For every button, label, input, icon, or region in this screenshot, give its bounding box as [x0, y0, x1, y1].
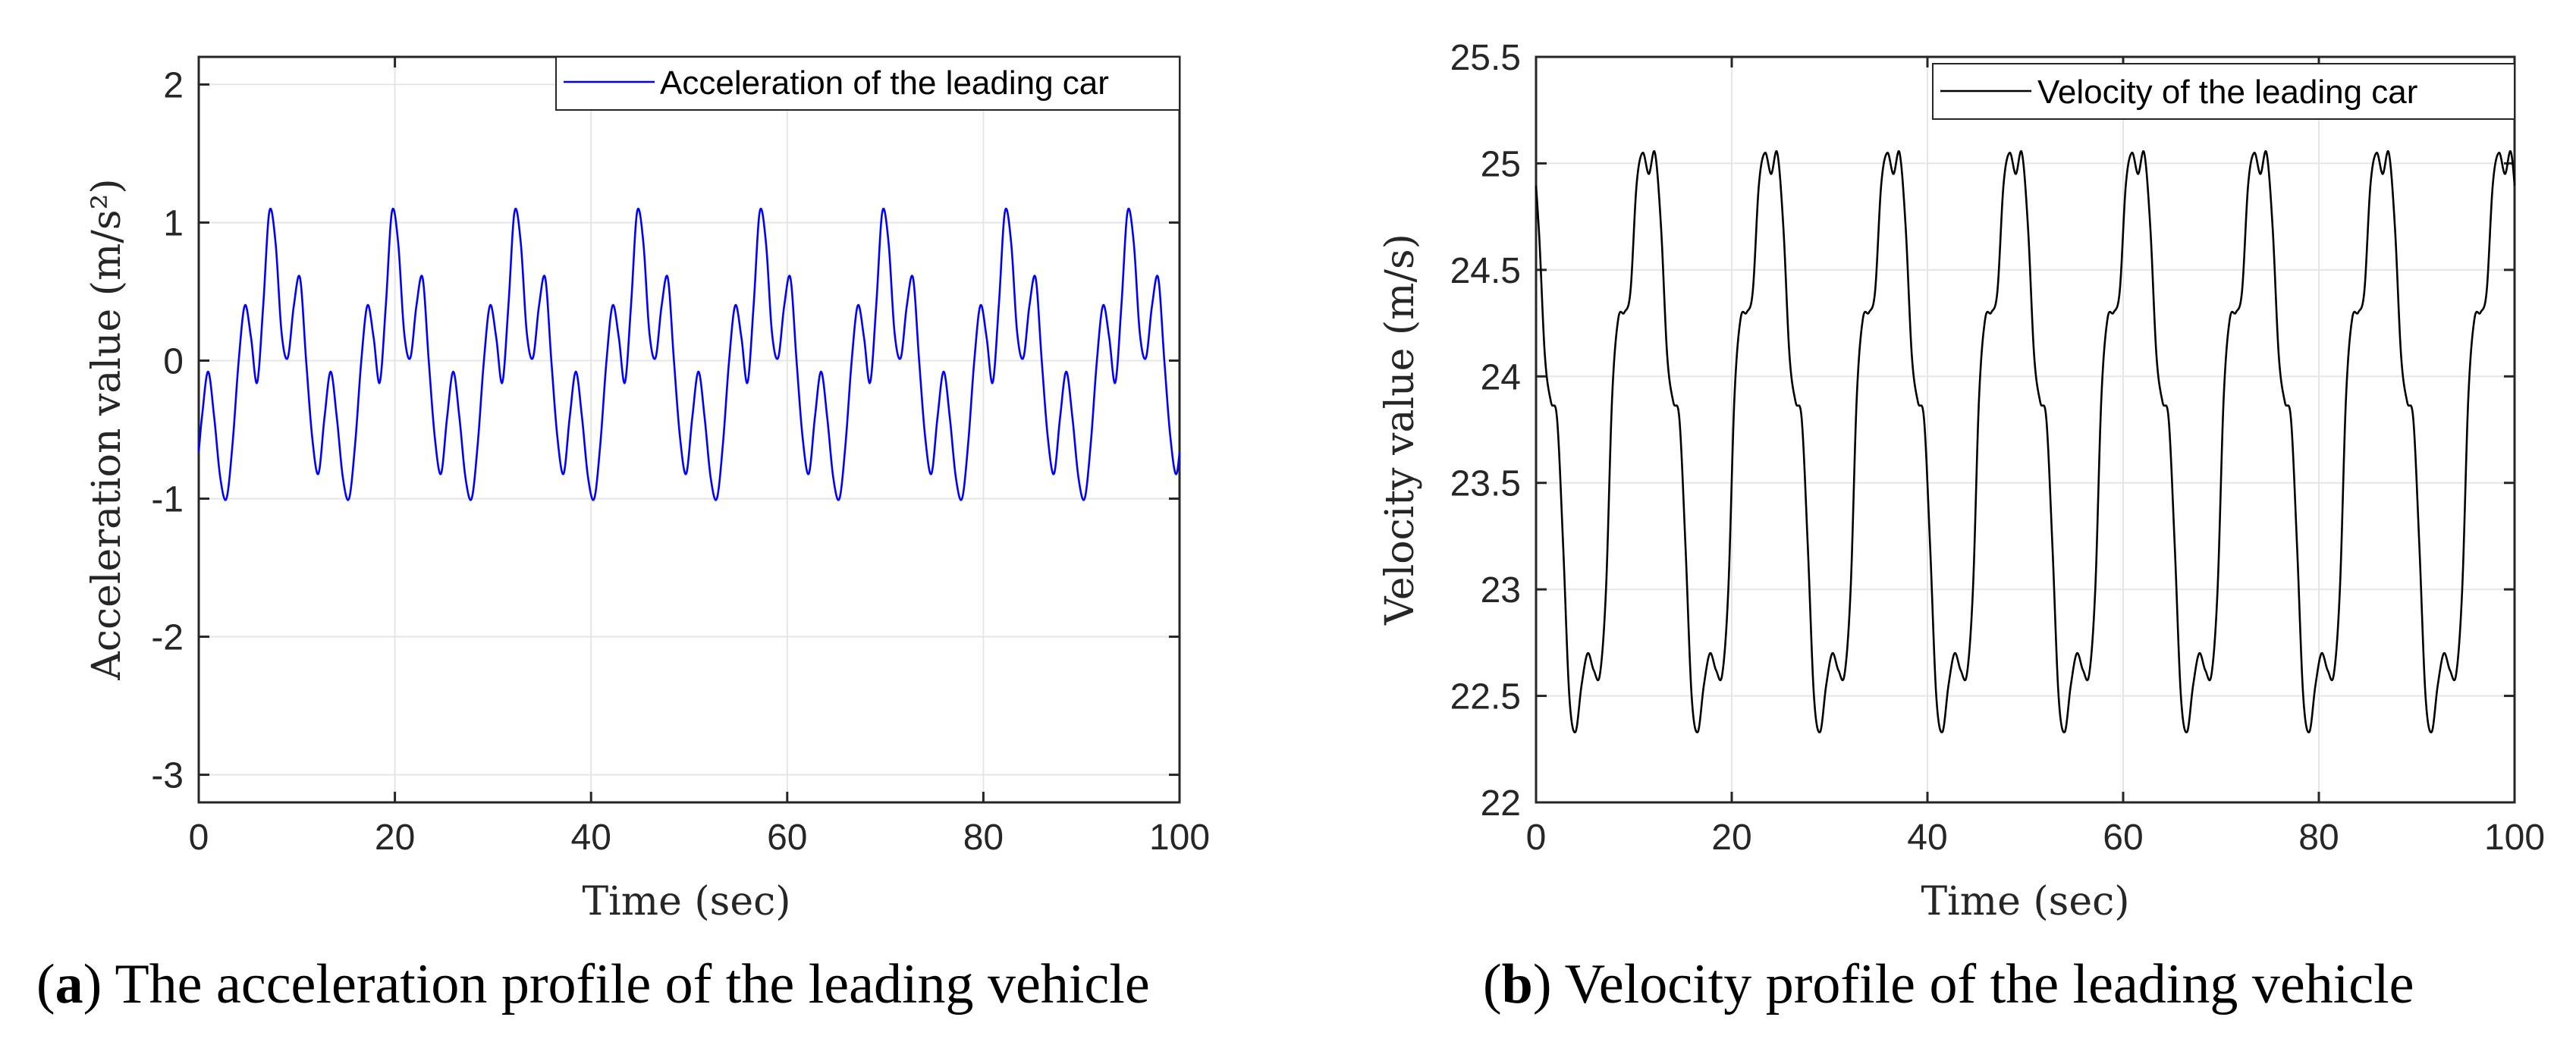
ticks-a [197, 57, 1181, 802]
y-tick-label-b: 24 [1481, 357, 1521, 397]
x-tick-label-a: 40 [571, 818, 611, 858]
caption-b: (b) Velocity profile of the leading vehi… [1483, 953, 2414, 1015]
x-tick-label-a: 20 [375, 818, 415, 858]
y-tick-label-b: 23 [1481, 570, 1521, 611]
x-tick-label-a: 0 [189, 818, 209, 858]
x-tick-label-b: 100 [2484, 818, 2545, 858]
y-tick-label-b: 25.5 [1450, 38, 1521, 78]
x-tick-label-b: 40 [1907, 818, 1947, 858]
x-tick-label-a: 100 [1149, 818, 1210, 858]
y-tick-label-a: 2 [163, 65, 184, 105]
caption-b-letter: b [1502, 953, 1533, 1015]
y-tick-label-a: -1 [151, 480, 184, 520]
y-tick-label-a: 1 [163, 203, 184, 243]
x-tick-label-a: 80 [963, 818, 1004, 858]
x-tick-label-b: 20 [1711, 818, 1751, 858]
y-tick-label-a: -3 [151, 756, 184, 796]
plot-frame-a [197, 55, 1181, 804]
caption-b-text: Velocity profile of the leading vehicle [1551, 953, 2414, 1015]
x-axis-label-a: Time (sec) [582, 879, 790, 924]
x-tick-label-b: 0 [1526, 818, 1547, 858]
grid-b [1535, 56, 2515, 803]
series-line-acceleration [197, 207, 1181, 501]
y-tick-label-a: 0 [163, 341, 184, 381]
x-tick-label-b: 60 [2103, 818, 2143, 858]
series-line-velocity [1535, 150, 2516, 733]
tick-labels-b: 0 20 40 60 80 100 25.5 25 24.5 24 23.5 23 22.5 22 [1450, 38, 2545, 858]
legend-label-velocity: Velocity of the leading car [2037, 74, 2417, 111]
caption-a: (a) The acceleration profile of the lead… [36, 953, 1150, 1015]
caption-a-text: The acceleration profile of the leading … [102, 953, 1149, 1015]
y-axis-label-a: Acceleration value (m/s²) [84, 178, 130, 680]
series-path-velocity [1535, 150, 2516, 733]
panel-b: 0 20 40 60 80 100 25.5 25 24.5 24 23.5 23 22.5 22 Vel… [1378, 38, 2545, 1015]
x-tick-label-b: 80 [2298, 818, 2339, 858]
grid-a [198, 57, 1180, 802]
legend-a: Acceleration of the leading car [555, 56, 1180, 111]
plot-frame-b [1535, 55, 2516, 804]
panel-a: 0 20 40 60 80 100 2 1 0 -1 -2 -3 Acceleration of th… [36, 55, 1210, 1015]
y-tick-label-a: -2 [151, 618, 184, 658]
legend-b: Velocity of the leading car [1932, 63, 2515, 120]
x-axis-label-b: Time (sec) [1921, 879, 2129, 924]
y-tick-label-b: 22.5 [1450, 677, 1521, 717]
ticks-b [1535, 55, 2516, 804]
series-path-acceleration [197, 207, 1181, 501]
caption-a-letter: a [55, 953, 83, 1015]
y-tick-label-b: 24.5 [1450, 251, 1521, 291]
legend-label-acceleration: Acceleration of the leading car [660, 64, 1109, 102]
tick-labels-a: 0 20 40 60 80 100 2 1 0 -1 -2 -3 [151, 65, 1210, 858]
x-tick-label-a: 60 [767, 818, 807, 858]
legend-box-a [555, 56, 1180, 111]
y-tick-label-b: 23.5 [1450, 464, 1521, 504]
y-tick-label-b: 22 [1481, 783, 1521, 824]
y-axis-label-b: Velocity value (m/s) [1378, 234, 1423, 626]
y-tick-label-b: 25 [1481, 144, 1521, 184]
